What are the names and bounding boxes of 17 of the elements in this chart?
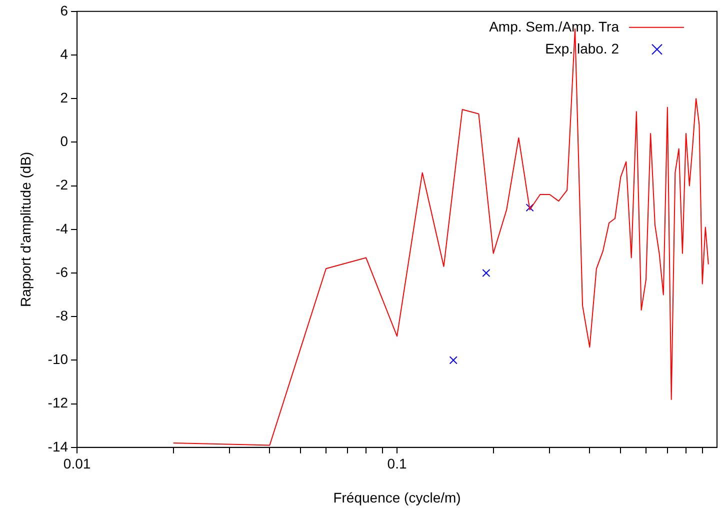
x-axis-title: Fréquence (cycle/m) xyxy=(333,489,461,506)
y-tick-label: -10 xyxy=(48,351,68,368)
y-tick-label: -12 xyxy=(48,394,68,411)
legend-label: Exp. labo. 2 xyxy=(545,40,620,56)
y-tick-label: -6 xyxy=(56,264,68,280)
y-tick-label: -14 xyxy=(48,438,68,454)
x-tick-label: 0.01 xyxy=(63,456,91,472)
y-tick-label: -8 xyxy=(56,307,68,324)
x-tick-label: 0.1 xyxy=(387,456,407,472)
y-tick-label: 2 xyxy=(60,89,68,106)
y-axis-title: Rapport d'amplitude (dB) xyxy=(17,152,34,307)
y-tick-label: -2 xyxy=(56,176,68,193)
y-tick-label: 0 xyxy=(60,133,68,150)
y-tick-label: 6 xyxy=(60,2,68,18)
legend-label: Amp. Sem./Amp. Tra xyxy=(489,18,620,34)
y-tick-label: -4 xyxy=(56,220,68,236)
y-tick-label: 4 xyxy=(60,46,68,62)
